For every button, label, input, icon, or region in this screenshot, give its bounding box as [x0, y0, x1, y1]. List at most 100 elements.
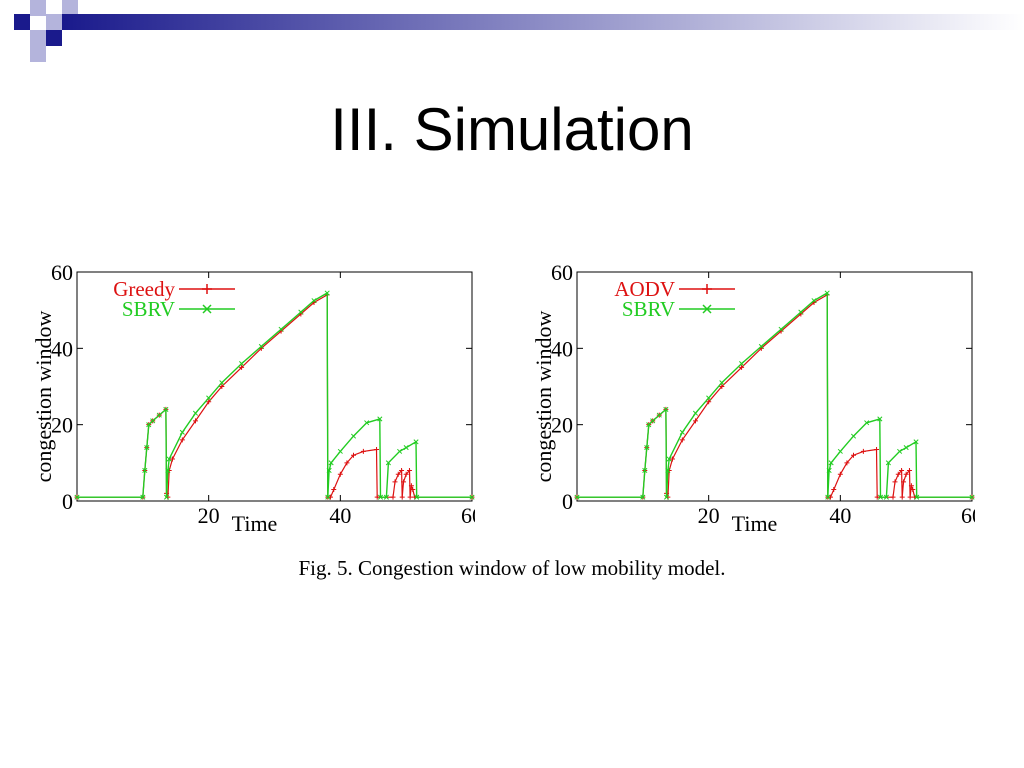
data-point	[239, 364, 245, 370]
data-point	[166, 456, 172, 462]
data-point	[392, 479, 398, 485]
data-point	[913, 439, 919, 445]
data-point	[406, 467, 412, 473]
data-point	[877, 494, 884, 500]
data-point	[146, 422, 152, 428]
data-point	[144, 445, 150, 451]
data-point	[385, 460, 391, 466]
data-point	[706, 399, 712, 405]
chart-right: 0 20 40 60 20 40 60 Time congestion window AODVSB…	[525, 255, 983, 550]
data-point	[907, 494, 913, 500]
x-axis-label: Time	[732, 511, 778, 536]
deco-square	[30, 0, 46, 16]
data-point	[910, 487, 916, 493]
data-point	[206, 395, 212, 401]
data-point	[399, 494, 405, 500]
data-point	[374, 494, 380, 500]
data-point	[327, 494, 333, 500]
data-point	[837, 471, 843, 477]
data-point	[719, 380, 725, 386]
data-point	[903, 471, 909, 477]
x-axis-label: Time	[232, 511, 278, 536]
data-point	[844, 460, 850, 466]
data-point	[758, 343, 764, 349]
data-point	[337, 471, 343, 477]
data-point	[666, 456, 672, 462]
data-point	[179, 437, 185, 443]
data-point	[397, 448, 403, 454]
data-point	[401, 479, 407, 485]
data-point	[298, 309, 304, 315]
data-point	[325, 494, 331, 500]
data-point	[192, 410, 199, 416]
data-point	[650, 418, 656, 424]
data-point	[851, 452, 856, 458]
data-point	[163, 494, 170, 500]
data-point	[706, 395, 712, 401]
data-point	[414, 494, 420, 500]
data-point	[899, 467, 905, 473]
data-point	[908, 483, 914, 489]
chart-left: 0 20 40 60 20 40 60 Time congestion window Greedy…	[25, 255, 483, 550]
data-point	[403, 445, 409, 451]
data-point	[860, 448, 866, 454]
data-point	[377, 494, 384, 500]
data-point	[969, 494, 975, 500]
figure-caption: Fig. 5. Congestion window of low mobilit…	[298, 556, 726, 580]
data-point	[850, 433, 857, 439]
data-point	[413, 439, 419, 445]
data-point	[408, 483, 414, 489]
data-point	[640, 494, 646, 500]
slide-title: III. Simulation	[330, 96, 694, 163]
data-point	[360, 448, 366, 454]
data-point	[469, 494, 475, 500]
data-point	[877, 416, 883, 422]
chart-left-svg: 0 20 40 60 20 40 60 Time congestion window Greedy…	[31, 260, 483, 536]
data-point	[219, 380, 225, 386]
data-point	[165, 467, 171, 474]
data-point	[811, 298, 817, 304]
data-point	[831, 487, 837, 493]
data-point	[258, 343, 264, 349]
data-point	[692, 410, 699, 416]
data-point	[331, 487, 337, 493]
data-point	[163, 406, 169, 412]
deco-square	[30, 30, 46, 46]
data-point	[390, 494, 396, 500]
x-tick-label: 60	[961, 503, 975, 528]
data-point	[824, 290, 830, 296]
data-point	[326, 467, 332, 474]
plot-frame	[76, 271, 473, 502]
data-point	[906, 467, 912, 473]
data-point	[169, 456, 175, 462]
x-tick-label: 20	[698, 503, 720, 528]
data-point	[74, 494, 80, 500]
data-point	[646, 422, 652, 428]
y-tick-label: 60	[51, 260, 73, 285]
data-point	[206, 399, 212, 405]
data-point	[656, 412, 662, 418]
data-point	[665, 467, 671, 474]
data-point	[337, 448, 343, 454]
data-point	[679, 437, 685, 443]
data-point	[278, 326, 284, 332]
y-tick-label: 60	[551, 260, 573, 285]
data-point	[351, 452, 356, 458]
data-point	[883, 494, 889, 500]
header-decoration	[14, 0, 1024, 62]
legend-label: SBRV	[622, 297, 675, 321]
data-point	[179, 429, 185, 435]
data-point	[903, 445, 909, 451]
data-point	[156, 412, 162, 418]
deco-square	[62, 0, 78, 16]
data-point	[395, 471, 401, 477]
data-point	[324, 290, 330, 296]
data-point	[679, 429, 685, 435]
x-tick-label: 40	[329, 503, 351, 528]
data-point	[383, 494, 389, 500]
data-point	[377, 416, 383, 422]
data-point	[642, 467, 648, 474]
data-point	[798, 309, 804, 315]
data-point	[864, 420, 870, 426]
deco-gradient-bar	[62, 14, 1024, 30]
